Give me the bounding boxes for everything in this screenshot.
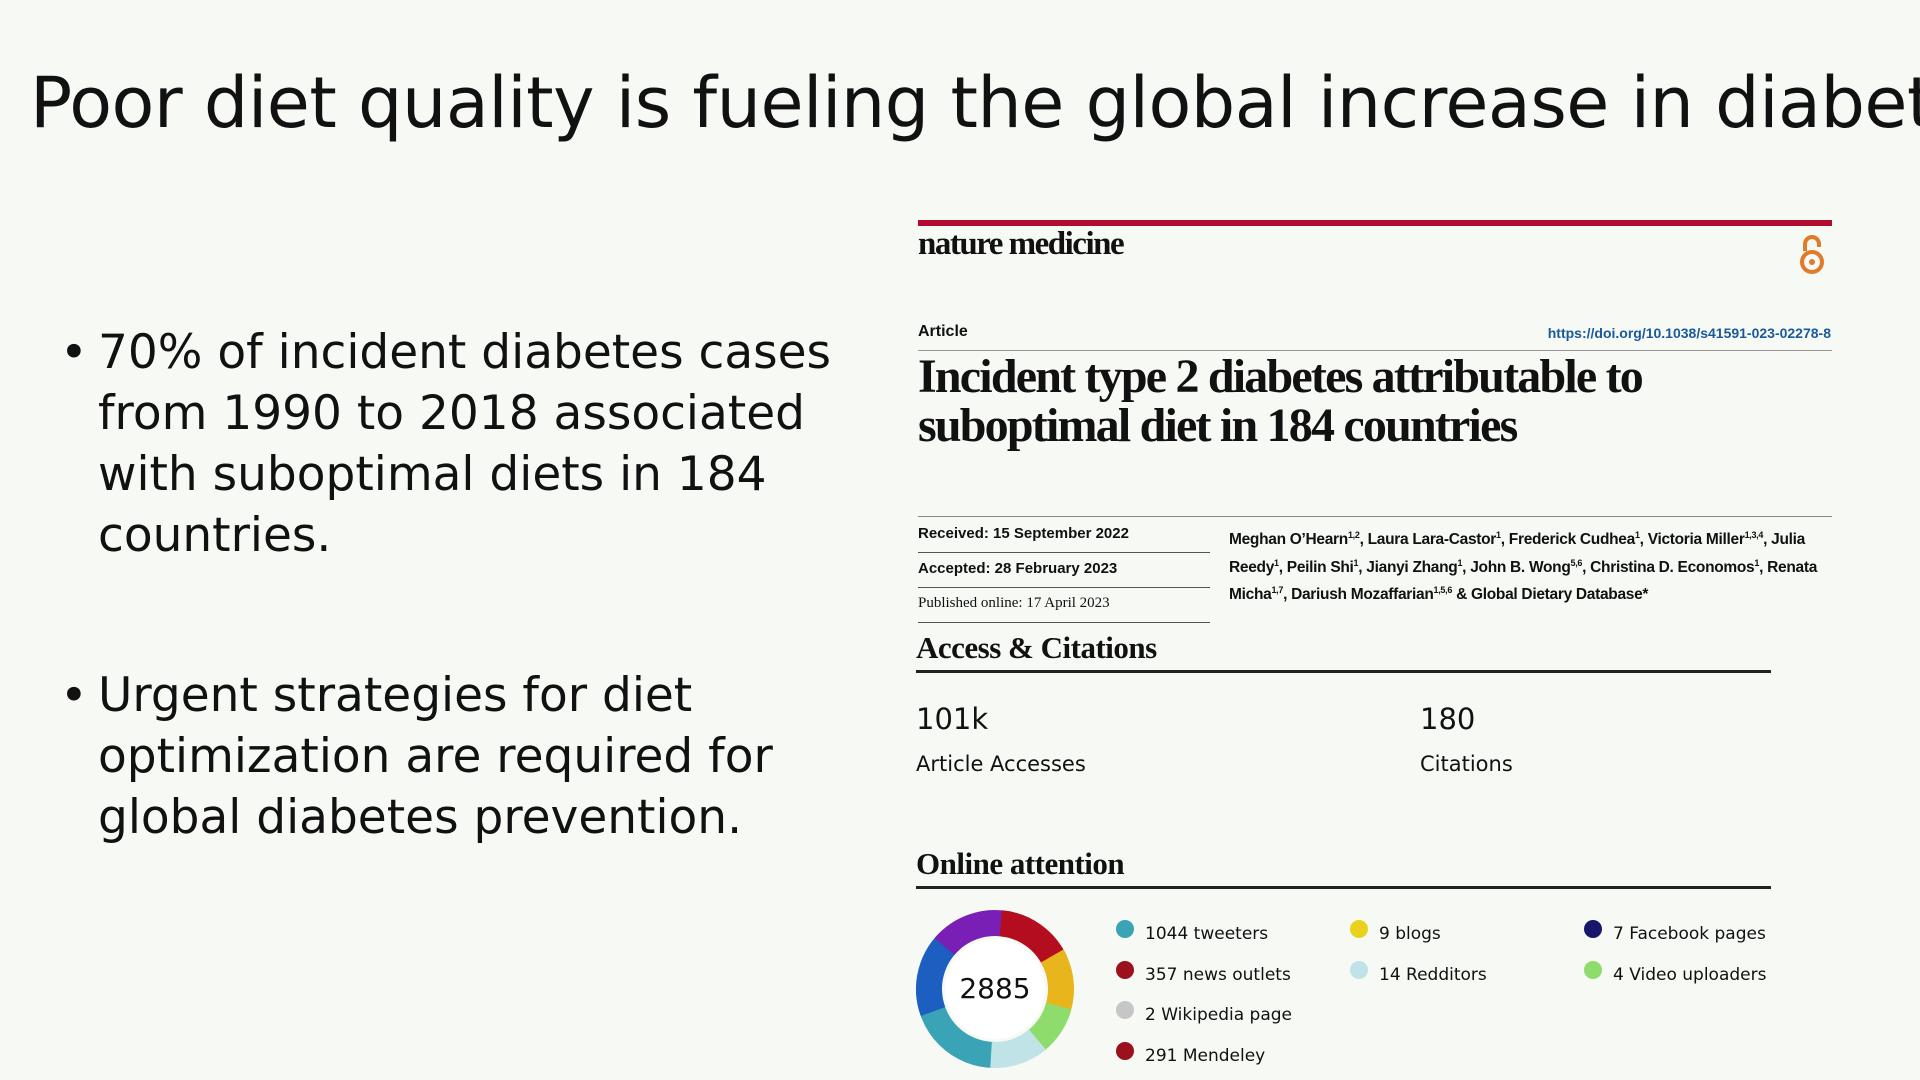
rule <box>918 587 1210 588</box>
section-heading: Access & Citations <box>916 630 1157 665</box>
rule <box>916 886 1771 889</box>
source-dot <box>1116 1001 1134 1020</box>
author-name: Jianyi Zhang <box>1366 558 1458 576</box>
author-name: Frederick Cudhea <box>1508 531 1635 549</box>
author-name: Dariush Mozaffarian <box>1291 586 1434 604</box>
metric-label: Citations <box>1420 752 1513 776</box>
bullet: • 70% of incident diabetes cases from 199… <box>60 325 832 563</box>
author-affiliation: 1,7 <box>1271 585 1284 596</box>
author-list: Meghan O’Hearn1,2, Laura Lara-Castor1, F… <box>1229 524 1829 607</box>
bullet-text: Urgent strategies for diet optimization … <box>98 668 773 845</box>
attention-source: 357 news outlets <box>1116 960 1291 985</box>
author-affiliation: 1 <box>1496 530 1501 540</box>
metric-value: 180 <box>1420 702 1476 736</box>
author-group: Global Dietary Database* <box>1471 586 1649 604</box>
author-affiliation: 1 <box>1353 557 1359 568</box>
open-access-icon <box>1800 235 1824 274</box>
author-name: Victoria Miller <box>1647 531 1745 549</box>
author-affiliation: 1,5,6 <box>1433 585 1453 596</box>
author-separator: , <box>1639 531 1644 549</box>
section-heading: Online attention <box>916 846 1125 881</box>
attention-source: 7 Facebook pages <box>1584 920 1766 944</box>
author-affiliation: 1,2 <box>1347 530 1360 540</box>
source-dot <box>1350 920 1368 938</box>
author-separator: , <box>1462 558 1467 576</box>
bullet: • Urgent strategies for diet optimization… <box>60 668 773 845</box>
source-text: 4 Video uploaders <box>1613 964 1767 985</box>
attention-source: 14 Redditors <box>1350 960 1487 985</box>
bullet-text: 70% of incident diabetes cases from 1990… <box>98 325 832 563</box>
author-name: Laura Lara-Castor <box>1367 531 1497 549</box>
slide-title: Poor diet quality is fueling the global … <box>30 62 1920 144</box>
rule <box>916 670 1771 673</box>
source-dot <box>1584 920 1602 938</box>
doi-link[interactable]: https://doi.org/10.1038/s41591-023-02278… <box>1547 325 1831 341</box>
attention-score: 2885 <box>959 972 1031 1005</box>
attention-source: 9 blogs <box>1350 920 1441 944</box>
source-dot <box>1116 960 1134 979</box>
author-separator: , <box>1759 558 1764 576</box>
source-dot <box>1116 920 1134 938</box>
date: Accepted: 28 February 2023 <box>918 560 1118 577</box>
source-text: 291 Mendeley <box>1145 1046 1266 1067</box>
rule <box>918 622 1210 623</box>
author-name: John B. Wong <box>1470 558 1571 576</box>
journal-rule <box>918 220 1832 226</box>
attention-source: 1044 tweeters <box>1116 920 1269 944</box>
author-name: Renata Micha <box>1229 558 1818 604</box>
metric-value: 101k <box>916 702 989 736</box>
paper-title: Incident type 2 diabetes attributable to… <box>918 350 1644 452</box>
author-separator: , <box>1359 531 1364 549</box>
source-dot <box>1584 960 1602 979</box>
date: Published online: 17 April 2023 <box>918 595 1110 611</box>
author-affiliation: 1 <box>1274 557 1279 568</box>
metric-label: Article Accesses <box>916 752 1086 776</box>
author-separator: , <box>1283 586 1288 604</box>
source-text: 7 Facebook pages <box>1613 924 1766 944</box>
author-conjunction: & <box>1456 586 1467 604</box>
author-separator: , <box>1500 531 1505 549</box>
author-separator: , <box>1278 558 1283 576</box>
rule <box>918 516 1832 517</box>
author-affiliation: 1 <box>1457 557 1463 568</box>
author-name: Meghan O’Hearn <box>1229 531 1348 549</box>
rule <box>918 552 1210 553</box>
author-separator: , <box>1582 558 1587 576</box>
source-text: 357 news outlets <box>1145 964 1291 985</box>
attention-source: 4 Video uploaders <box>1584 960 1767 985</box>
author-affiliation: 1 <box>1634 530 1640 540</box>
author-affiliation: 1 <box>1754 557 1760 568</box>
source-text: 2 Wikipedia page <box>1145 1005 1292 1026</box>
source-dot <box>1116 1042 1134 1061</box>
author-affiliation: 1,3,4 <box>1744 530 1764 540</box>
author-affiliation: 5,6 <box>1570 557 1583 568</box>
source-dot <box>1350 960 1368 979</box>
source-text: 1044 tweeters <box>1145 924 1269 944</box>
author-name: Julia Reedy <box>1229 531 1805 576</box>
rule <box>918 350 1832 351</box>
author-separator: , <box>1358 558 1363 576</box>
author-name: Peilin Shi <box>1286 558 1354 576</box>
article-type: Article <box>918 323 968 340</box>
attention-source: 2 Wikipedia page <box>1116 1001 1292 1026</box>
author-name: Christina D. Economos <box>1590 558 1755 576</box>
source-text: 9 blogs <box>1379 924 1441 944</box>
attention-source: 291 Mendeley <box>1116 1042 1266 1067</box>
source-text: 14 Redditors <box>1379 964 1487 985</box>
date: Received: 15 September 2022 <box>918 525 1129 542</box>
author-separator: , <box>1763 531 1768 549</box>
journal-name: nature medicine <box>918 226 1125 262</box>
altmetric-donut <box>916 910 1074 1068</box>
